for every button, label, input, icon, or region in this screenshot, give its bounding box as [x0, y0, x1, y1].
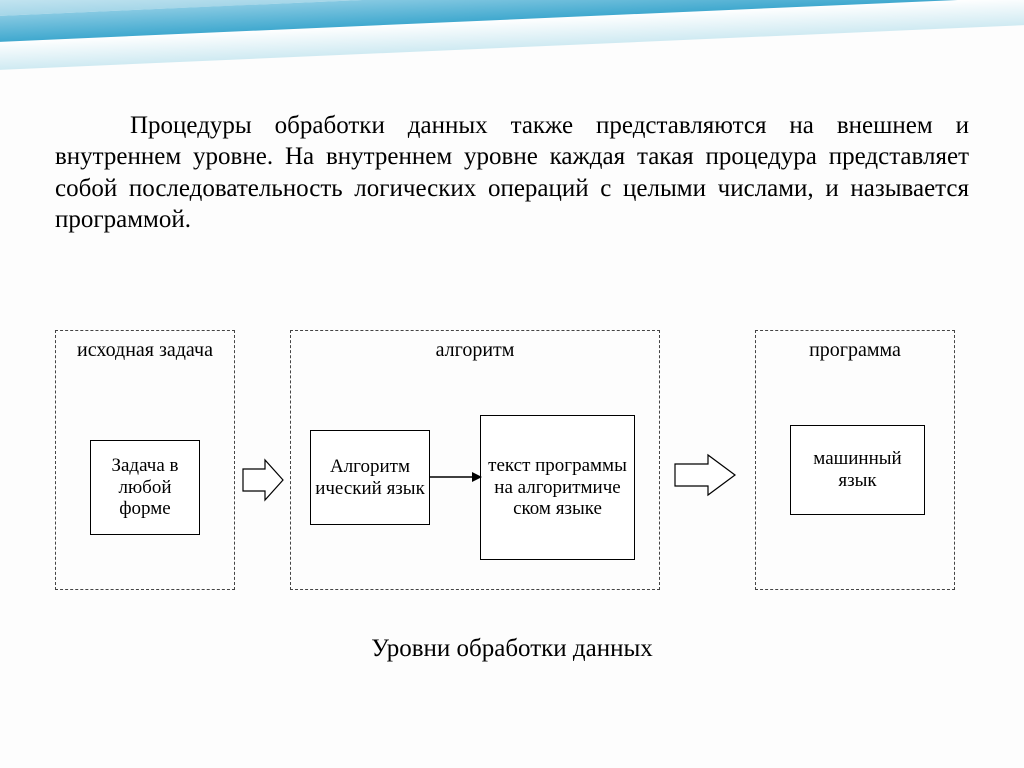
box-machine-language: машинный язык [790, 425, 925, 515]
group-title: исходная задача [56, 339, 234, 362]
box-text: текст программы на алгоритмиче ском язык… [485, 455, 630, 521]
box-task-any-form: Задача в любой форме [90, 440, 200, 535]
box-text: Задача в любой форме [95, 455, 195, 521]
arrow-block-icon [675, 455, 735, 495]
body-paragraph: Процедуры обработки данных также предста… [55, 110, 969, 235]
box-program-text: текст программы на алгоритмиче ском язык… [480, 415, 635, 560]
diagram-caption: Уровни обработки данных [0, 635, 1024, 663]
flow-diagram: исходная задача алгоритм программа Задач… [55, 330, 969, 600]
box-text: машинный язык [795, 448, 920, 492]
group-title: программа [756, 339, 954, 362]
arrow-line-icon [430, 470, 482, 484]
paragraph-text: Процедуры обработки данных также предста… [55, 112, 969, 233]
box-algorithmic-language: Алгоритм ический язык [310, 430, 430, 525]
arrow-block-icon [243, 460, 283, 500]
group-title: алгоритм [291, 339, 659, 362]
box-text: Алгоритм ический язык [315, 456, 425, 500]
